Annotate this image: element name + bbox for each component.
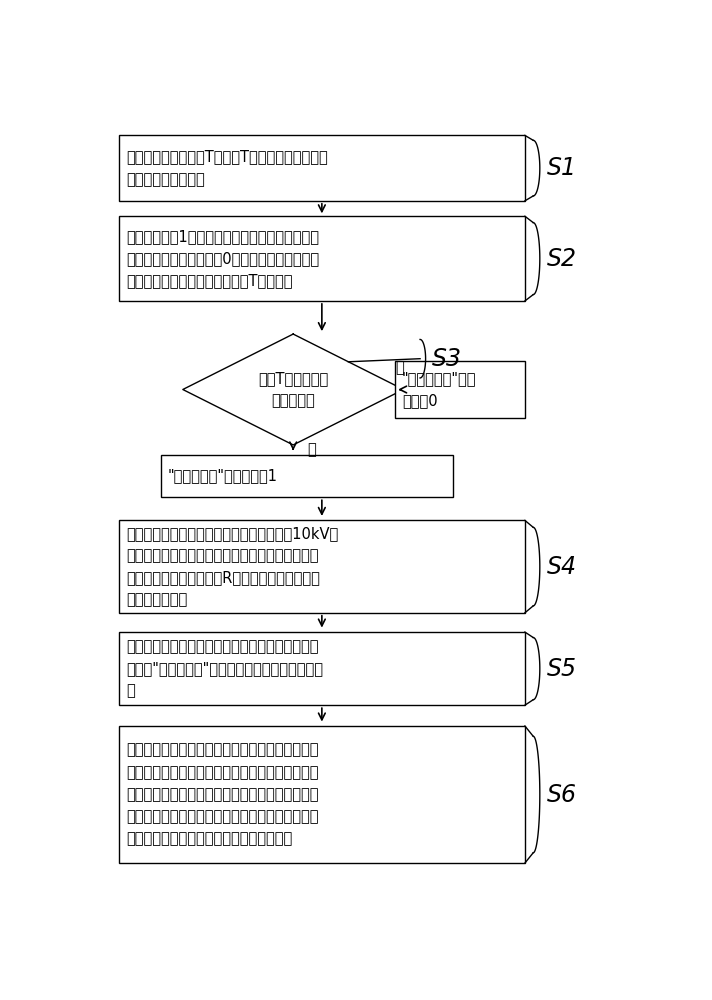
FancyBboxPatch shape (120, 135, 525, 201)
Text: 馈线T的线损率是
否符合标准: 馈线T的线损率是 否符合标准 (258, 371, 328, 408)
FancyBboxPatch shape (161, 455, 454, 497)
Text: 是: 是 (395, 361, 404, 376)
Text: 将系统线路的日线损清单和系统线路供电的每个用
户负荷清单交叉比对，系统线路的日线损变化和系
统线路所供每个用户关口装置日负荷的匹配度波动
一致，并与报警明细界面: 将系统线路的日线损清单和系统线路供电的每个用 户负荷清单交叉比对，系统线路的日线… (126, 743, 318, 846)
Text: S1: S1 (547, 156, 577, 180)
FancyBboxPatch shape (395, 361, 525, 418)
FancyBboxPatch shape (120, 726, 525, 863)
Text: "线损率异常"标志
显示为0: "线损率异常"标志 显示为0 (402, 371, 476, 408)
Text: S5: S5 (547, 657, 577, 681)
Text: S3: S3 (432, 347, 462, 371)
Text: S2: S2 (547, 247, 577, 271)
FancyBboxPatch shape (120, 520, 525, 613)
Text: "线损率异常"标志显示为1: "线损率异常"标志显示为1 (167, 469, 278, 484)
Text: 是: 是 (307, 442, 315, 457)
Text: S4: S4 (547, 555, 577, 579)
Text: 将当前日期数据往前推三十日的数据形成展示列表
，综合"线损率异常"标志的显示，确认疑似窃电用
户: 将当前日期数据往前推三十日的数据形成展示列表 ，综合"线损率异常"标志的显示，确… (126, 639, 323, 698)
Text: S6: S6 (547, 783, 577, 807)
FancyBboxPatch shape (120, 216, 525, 301)
Text: 选定待计算系统馈线T及馈线T的线计量点下所有测
量点表计的类型代码: 选定待计算系统馈线T及馈线T的线计量点下所有测 量点表计的类型代码 (126, 150, 328, 187)
FancyBboxPatch shape (120, 632, 525, 705)
Text: 基于计量自动化系统平台的数据回流，统计10kV日
波动电量及用户日电量，计算用户关口装置日负荷
的匹配度，将匹配度超过R的用户产生报警并生成
报警明细界面；: 基于计量自动化系统平台的数据回流，统计10kV日 波动电量及用户日电量，计算用户… (126, 526, 338, 607)
Text: 以类型代码为1的测量点表计的正向有功电量之和
作为输入，以类型代码为0的测量点表计的正向有
功电量之和作为输出，计算馈线T的线损率: 以类型代码为1的测量点表计的正向有功电量之和 作为输入，以类型代码为0的测量点表… (126, 229, 319, 288)
